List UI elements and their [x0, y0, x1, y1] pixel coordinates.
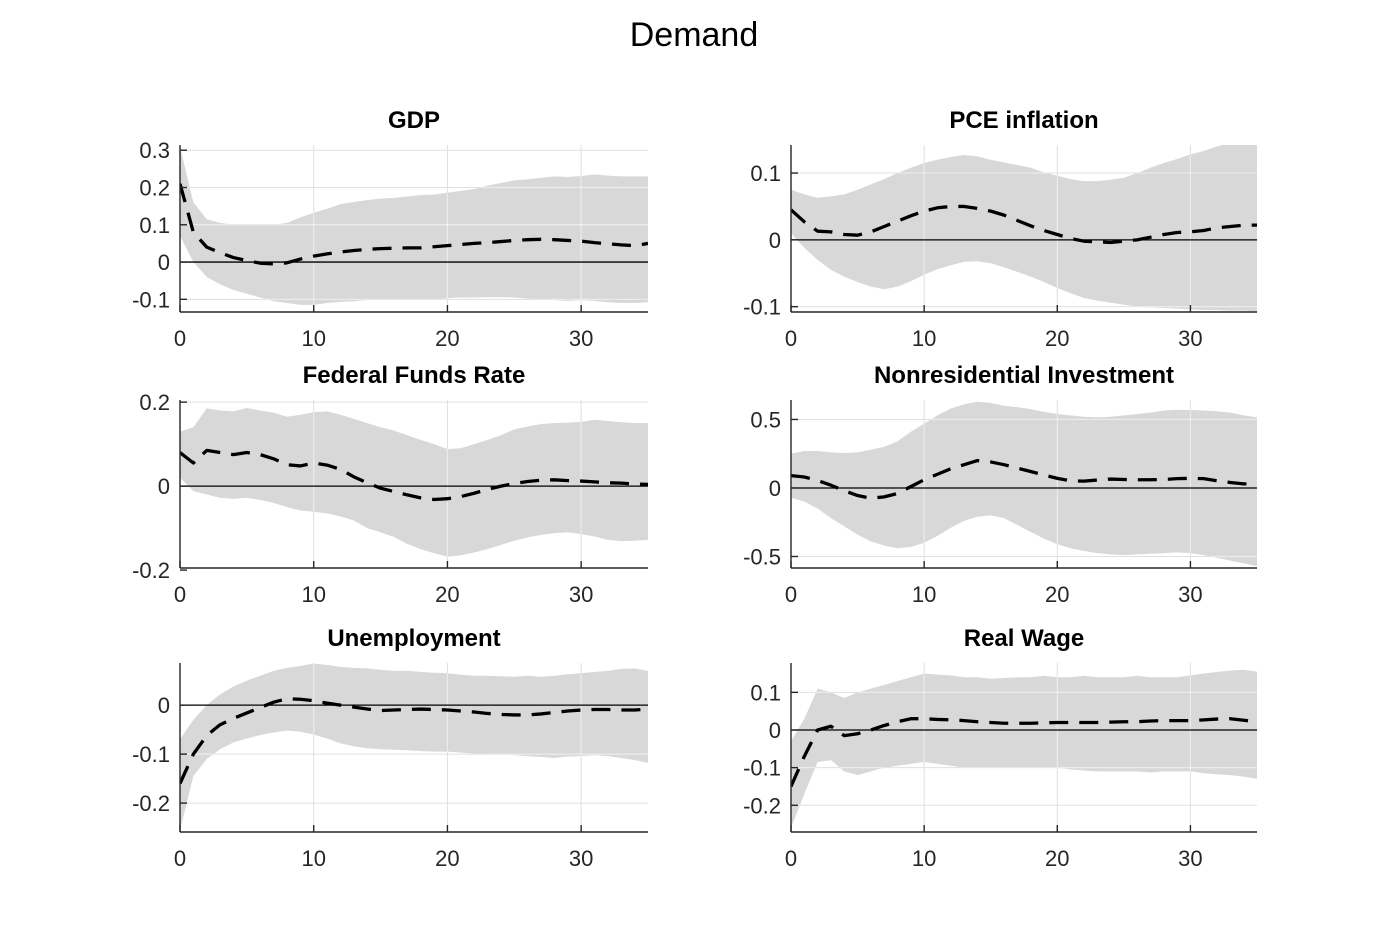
y-tick-label: 0.2 — [139, 390, 170, 415]
main-title: Demand — [629, 16, 759, 54]
grid-lines — [791, 145, 1257, 312]
confidence-band — [791, 669, 1257, 828]
y-tick-label: 0 — [769, 228, 781, 253]
x-tick-label: 10 — [301, 846, 325, 871]
axes-spines — [179, 400, 648, 571]
y-tick-label: 0 — [769, 718, 781, 743]
grid-lines — [180, 407, 648, 557]
x-tick-label: 30 — [569, 326, 593, 351]
tick-labels: 0.20-0.20 10 20 30 — [132, 390, 593, 607]
y-tick-label: -0.2 — [132, 791, 170, 816]
y-tick-label: 0 — [769, 476, 781, 501]
confidence-band — [180, 407, 648, 557]
y-tick-label: -0.1 — [743, 756, 781, 781]
y-tick-label: 0.5 — [750, 407, 781, 432]
grid-lines — [180, 400, 648, 568]
y-tick-label: 0 — [158, 474, 170, 499]
y-tick-label: 0.2 — [139, 175, 170, 200]
axes-spines — [179, 663, 648, 833]
x-tick-label: 20 — [435, 582, 459, 607]
x-tick-label: 10 — [912, 326, 936, 351]
x-tick-label: 10 — [301, 582, 325, 607]
grid-lines — [791, 401, 1257, 567]
x-tick-label: 0 — [785, 326, 797, 351]
grid-lines — [180, 663, 648, 831]
y-tick-label: 0.1 — [139, 213, 170, 238]
y-tick-label: -0.2 — [743, 793, 781, 818]
y-tick-label: -0.2 — [132, 558, 170, 583]
subplot-title-gdp: GDP — [387, 107, 440, 134]
grid-lines — [791, 400, 1257, 568]
x-tick-label: 30 — [1178, 582, 1202, 607]
y-tick-label: 0.1 — [750, 680, 781, 705]
subplot-title-pce-inflation: PCE inflation — [949, 107, 1099, 134]
tick-labels: 0.50-0.50 10 20 30 — [743, 407, 1203, 607]
x-tick-label: 0 — [174, 326, 186, 351]
subplot-title-real-wage: Real Wage — [963, 625, 1085, 652]
grid-lines — [180, 663, 648, 832]
y-tick-label: 0.3 — [139, 138, 170, 163]
x-tick-label: 30 — [569, 582, 593, 607]
tick-labels: 0.10-0.10 10 20 30 — [743, 161, 1203, 351]
tick-labels: 0.30.20.10-0.10 10 20 30 — [132, 138, 593, 351]
confidence-band — [791, 401, 1257, 567]
grid-lines — [791, 145, 1257, 312]
x-tick-label: 0 — [785, 846, 797, 871]
y-tick-label: -0.1 — [132, 742, 170, 767]
x-tick-label: 10 — [912, 846, 936, 871]
x-tick-label: 0 — [174, 582, 186, 607]
median-line — [180, 183, 648, 266]
grid-lines — [180, 146, 648, 305]
confidence-band — [791, 145, 1257, 312]
y-tick-label: -0.5 — [743, 544, 781, 569]
median-line — [791, 458, 1257, 500]
grid-lines — [180, 145, 648, 312]
x-tick-label: 30 — [569, 846, 593, 871]
x-tick-label: 0 — [174, 846, 186, 871]
y-tick-label: 0 — [158, 250, 170, 275]
grid-lines — [791, 669, 1257, 828]
axes-spines — [790, 663, 1257, 833]
confidence-band — [180, 663, 648, 831]
subplot-title-federal-funds-rate: Federal Funds Rate — [302, 362, 526, 389]
confidence-band — [180, 146, 648, 305]
x-tick-label: 30 — [1178, 326, 1202, 351]
x-tick-label: 20 — [1045, 582, 1069, 607]
x-tick-label: 30 — [1178, 846, 1202, 871]
x-tick-label: 10 — [912, 582, 936, 607]
median-line — [791, 204, 1257, 245]
y-tick-label: 0.1 — [750, 161, 781, 186]
x-tick-label: 20 — [1045, 846, 1069, 871]
median-line — [791, 717, 1257, 788]
x-tick-label: 10 — [301, 326, 325, 351]
y-tick-label: -0.1 — [743, 295, 781, 320]
median-line — [180, 697, 648, 785]
y-tick-label: 0 — [158, 693, 170, 718]
tick-labels: 0.1 0 -0.1 -0.2 0 10 20 30 — [743, 680, 1203, 871]
axes-spines — [790, 400, 1257, 569]
axes-spines — [179, 145, 648, 313]
subplot-title-unemployment: Unemployment — [327, 625, 501, 652]
y-tick-label: -0.1 — [132, 287, 170, 312]
x-tick-label: 20 — [1045, 326, 1069, 351]
subplot-title-nonresidential-investment: Nonresidential Investment — [873, 362, 1175, 389]
tick-labels: 0 -0.1 -0.2 0 10 20 30 — [132, 693, 593, 871]
grid-lines — [791, 663, 1257, 832]
axes-spines — [790, 145, 1257, 313]
x-tick-label: 20 — [435, 846, 459, 871]
x-tick-label: 0 — [785, 582, 797, 607]
median-line — [180, 448, 648, 502]
x-tick-label: 20 — [435, 326, 459, 351]
